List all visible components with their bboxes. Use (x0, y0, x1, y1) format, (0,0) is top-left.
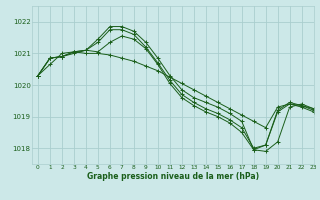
X-axis label: Graphe pression niveau de la mer (hPa): Graphe pression niveau de la mer (hPa) (87, 172, 259, 181)
